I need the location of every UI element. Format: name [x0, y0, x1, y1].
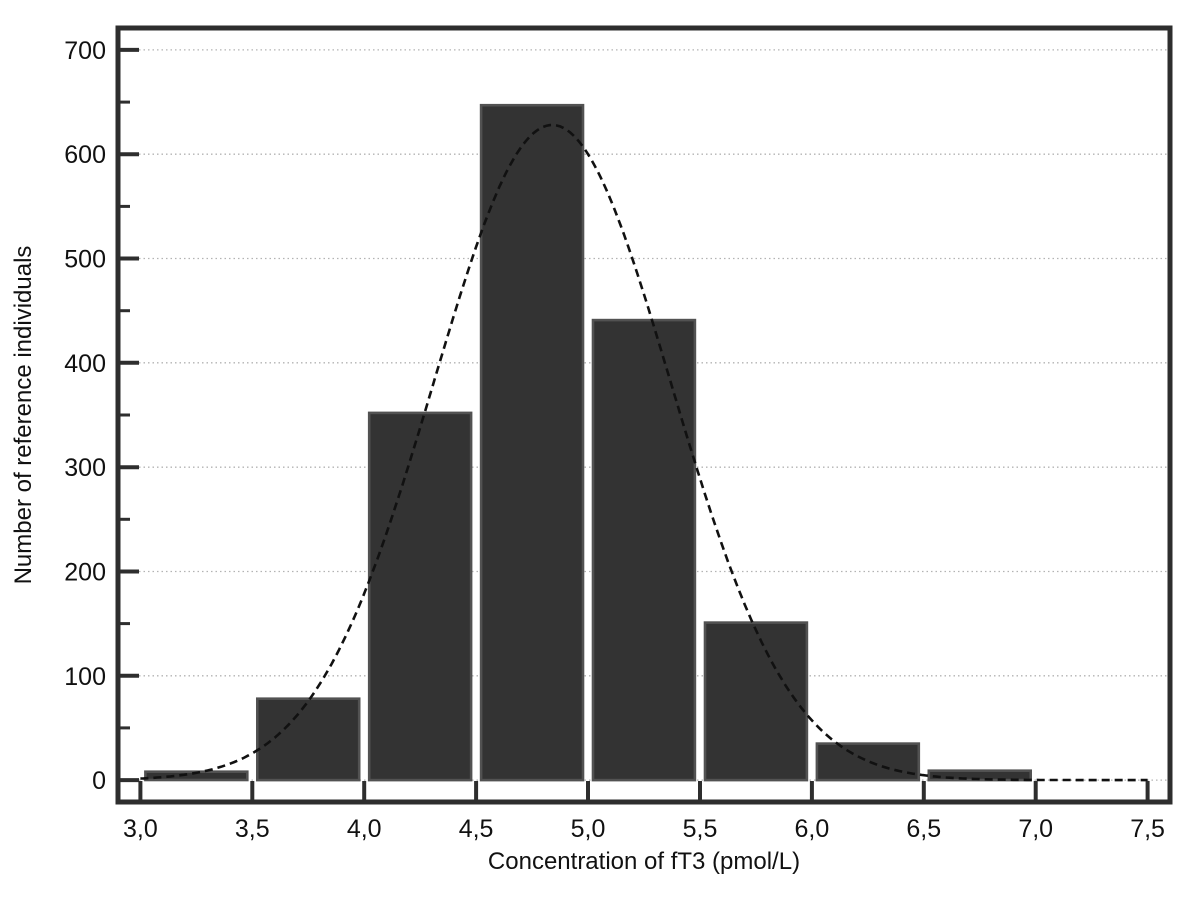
x-tick-label: 3,0: [123, 815, 158, 843]
axis-ticks: [118, 47, 1150, 802]
histogram-bars: [144, 103, 1032, 782]
x-tick-label: 6,5: [906, 815, 941, 843]
x-tick-label: 4,5: [459, 815, 494, 843]
y-tick-label: 500: [64, 246, 106, 274]
gaussian-fit-curve: [140, 123, 1148, 782]
x-axis-title: Concentration of fT3 (pmol/L): [488, 848, 800, 875]
y-tick-label: 600: [64, 141, 106, 169]
y-tick-label: 400: [64, 350, 106, 378]
y-tick-label: 300: [64, 454, 106, 482]
x-tick-label: 7,5: [1130, 815, 1165, 843]
y-tick-label: 200: [64, 559, 106, 587]
x-tick-label: 4,0: [347, 815, 382, 843]
histogram-bar: [703, 621, 809, 782]
x-tick-label: 3,5: [235, 815, 270, 843]
histogram-bar: [815, 742, 921, 782]
gaussian-curve-path: [140, 123, 1148, 782]
x-tick-label: 5,5: [683, 815, 718, 843]
histogram-bar: [367, 411, 473, 782]
y-tick-label: 100: [64, 663, 106, 691]
histogram-bar: [927, 769, 1032, 782]
histogram-bar: [255, 697, 361, 782]
y-tick-label: 0: [92, 767, 106, 795]
x-tick-label: 5,0: [571, 815, 606, 843]
x-tick-label: 7,0: [1018, 815, 1053, 843]
histogram-bar: [591, 318, 697, 782]
tick-labels: 0 100 200 300 400 500 600 700 3,0 3,5 4,0 4,5 5,0 5,5…: [64, 37, 1165, 843]
y-tick-label: 700: [64, 37, 106, 65]
histogram-bar: [479, 103, 585, 782]
y-axis-title: Number of reference individuals: [10, 246, 37, 585]
x-tick-label: 6,0: [795, 815, 830, 843]
